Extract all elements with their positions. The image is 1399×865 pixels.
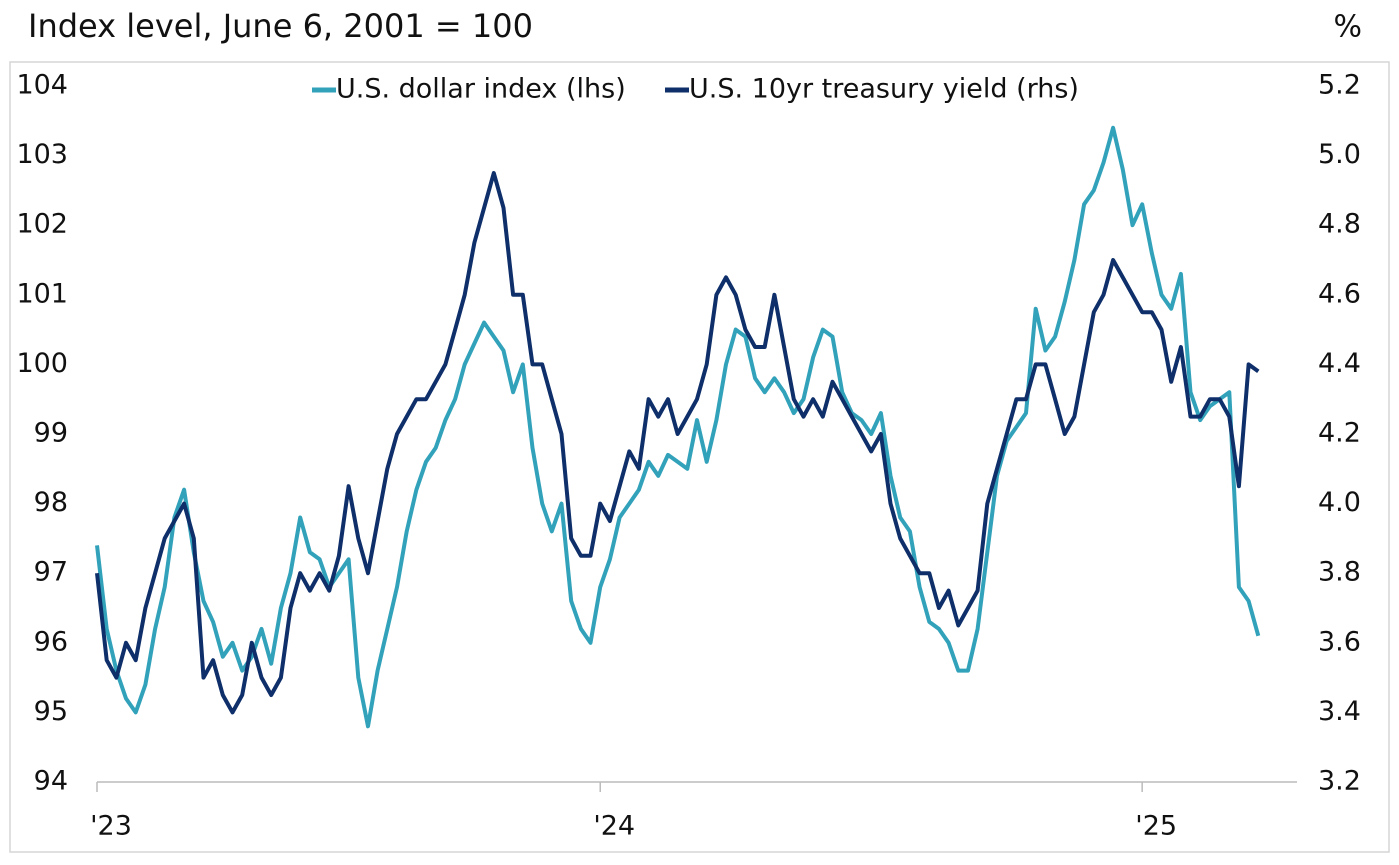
x-tick-label: '23 (90, 811, 132, 842)
y2-tick-label: 4.6 (1318, 278, 1361, 309)
y2-tick-label: 3.4 (1318, 696, 1361, 727)
y2-tick-label: 4.8 (1318, 209, 1361, 240)
y-tick-label: 100 (16, 348, 68, 379)
y-tick-label: 94 (34, 766, 68, 797)
y-tick-label: 101 (16, 278, 68, 309)
y2-tick-label: 5.2 (1318, 70, 1361, 101)
y-tick-label: 97 (34, 557, 68, 588)
y-tick-label: 96 (34, 626, 68, 657)
plot-frame (9, 61, 1390, 853)
y2-axis-label: % (1333, 10, 1362, 45)
y2-tick-label: 4.2 (1318, 418, 1361, 449)
x-tick-label: '25 (1135, 811, 1177, 842)
y-tick-label: 98 (34, 487, 68, 518)
y-tick-label: 104 (16, 70, 68, 101)
series-line (95, 125, 1261, 729)
y-tick-label: 103 (16, 139, 68, 170)
legend-label: U.S. 10yr treasury yield (rhs) (689, 74, 1079, 105)
y-tick-label: 102 (16, 209, 68, 240)
y2-tick-label: 4.4 (1318, 348, 1361, 379)
y-tick-label: 95 (34, 696, 68, 727)
legend-label: U.S. dollar index (lhs) (336, 74, 626, 105)
y2-tick-label: 3.2 (1318, 766, 1361, 797)
y2-tick-label: 3.8 (1318, 557, 1361, 588)
y-tick-label: 99 (34, 418, 68, 449)
y2-tick-label: 5.0 (1318, 139, 1361, 170)
x-tick-label: '24 (593, 811, 635, 842)
y2-tick-label: 4.0 (1318, 487, 1361, 518)
chart-title: Index level, June 6, 2001 = 100 (28, 7, 533, 45)
y2-tick-label: 3.6 (1318, 626, 1361, 657)
series-line (95, 171, 1260, 715)
